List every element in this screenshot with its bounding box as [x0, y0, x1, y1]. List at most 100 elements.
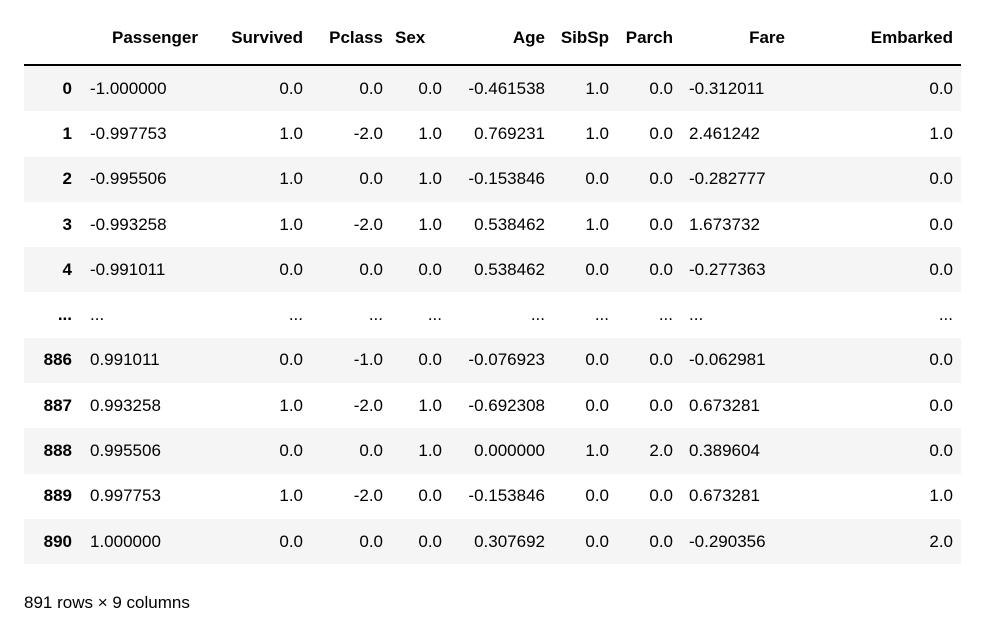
cell-passenger: -0.997753	[90, 123, 167, 143]
cell-sibsp: 1.0	[585, 123, 609, 143]
dataframe-shape-summary: 891 rows × 9 columns	[24, 593, 190, 612]
cell-fare: ...	[689, 305, 704, 325]
cell-sibsp: 0.0	[585, 259, 609, 279]
cell-survived: 1.0	[279, 123, 303, 143]
cell-survived: 0.0	[279, 350, 303, 370]
cell-parch: 2.0	[649, 441, 673, 461]
cell-survived: 1.0	[279, 395, 303, 415]
row-index: 0	[62, 78, 72, 98]
column-header-survived: Survived	[198, 12, 313, 66]
row-index: ...	[57, 305, 72, 325]
cell-parch: 0.0	[649, 486, 673, 506]
table-row: 886 0.991011 0.0 -1.0 0.0 -0.076923 0.0 0.0 -0.0…	[24, 337, 961, 384]
cell-survived: 0.0	[279, 531, 303, 551]
cell-pclass: -2.0	[353, 123, 383, 143]
cell-pclass: 0.0	[359, 259, 383, 279]
cell-embarked: 0.0	[929, 441, 953, 461]
cell-parch: 0.0	[649, 395, 673, 415]
cell-passenger: 0.995506	[90, 441, 161, 461]
column-header-sibsp: SibSp	[555, 12, 618, 66]
table-header-row: Passenger Survived Pclass Sex Age SibSp Parch F…	[24, 12, 961, 66]
cell-survived: 0.0	[279, 78, 303, 98]
cell-embarked: 0.0	[929, 350, 953, 370]
table-body: 0 -1.000000 0.0 0.0 0.0 -0.461538 1.0 0.0 -0.312…	[24, 65, 961, 565]
cell-age: ...	[530, 305, 545, 325]
cell-age: -0.692308	[468, 395, 545, 415]
cell-fare: -0.290356	[689, 531, 766, 551]
cell-fare: 2.461242	[689, 123, 760, 143]
table-row: 2 -0.995506 1.0 0.0 1.0 -0.153846 0.0 0.0 -0.282…	[24, 156, 961, 202]
row-index: 886	[43, 350, 72, 370]
cell-survived: 0.0	[279, 259, 303, 279]
cell-passenger: 0.991011	[90, 350, 160, 370]
cell-survived: 1.0	[279, 169, 303, 189]
cell-age: -0.076923	[468, 350, 545, 370]
column-header-embarked: Embarked	[793, 12, 961, 66]
cell-sex: 1.0	[418, 169, 442, 189]
cell-survived: 0.0	[279, 441, 303, 461]
cell-parch: 0.0	[649, 123, 673, 143]
cell-sibsp: 0.0	[585, 350, 609, 370]
cell-sibsp: 0.0	[585, 395, 609, 415]
cell-passenger: ...	[90, 305, 105, 325]
cell-sex: 0.0	[418, 78, 442, 98]
cell-embarked: 0.0	[929, 395, 953, 415]
cell-passenger: -1.000000	[90, 78, 167, 98]
cell-passenger: -0.995506	[90, 169, 167, 189]
cell-pclass: -2.0	[353, 214, 383, 234]
cell-fare: 0.389604	[689, 441, 760, 461]
cell-sibsp: 1.0	[585, 214, 609, 234]
cell-parch: 0.0	[649, 169, 673, 189]
row-index: 888	[43, 441, 72, 461]
row-index: 3	[62, 214, 72, 234]
column-header-parch: Parch	[618, 12, 682, 66]
cell-sibsp: 1.0	[585, 441, 609, 461]
cell-parch: ...	[658, 305, 673, 325]
column-header-pclass: Pclass	[313, 12, 393, 66]
cell-survived: 1.0	[279, 214, 303, 234]
cell-embarked: 0.0	[929, 169, 953, 189]
cell-embarked: 0.0	[929, 78, 953, 98]
cell-passenger: -0.991011	[90, 259, 166, 279]
cell-age: -0.461538	[468, 78, 545, 98]
cell-passenger: 0.997753	[90, 486, 161, 506]
cell-passenger: -0.993258	[90, 214, 167, 234]
cell-age: -0.153846	[468, 169, 545, 189]
cell-sibsp: 0.0	[585, 531, 609, 551]
row-index: 890	[43, 531, 72, 551]
table-row: 4 -0.991011 0.0 0.0 0.0 0.538462 0.0 0.0 -0.2773…	[24, 247, 961, 293]
cell-parch: 0.0	[649, 214, 673, 234]
cell-sex: 1.0	[418, 395, 442, 415]
cell-embarked: 2.0	[929, 531, 953, 551]
cell-sex: 0.0	[418, 259, 442, 279]
cell-sex: 0.0	[418, 486, 442, 506]
cell-fare: -0.277363	[689, 259, 766, 279]
cell-fare: 1.673732	[689, 214, 760, 234]
cell-passenger: 0.993258	[90, 395, 161, 415]
cell-age: 0.307692	[474, 531, 545, 551]
cell-parch: 0.0	[649, 78, 673, 98]
table-row: 889 0.997753 1.0 -2.0 0.0 -0.153846 0.0 0.0 0.67…	[24, 474, 961, 519]
row-index: 1	[62, 123, 72, 143]
table-row: ..............................	[24, 292, 961, 337]
cell-survived: ...	[288, 305, 303, 325]
cell-sex: ...	[427, 305, 442, 325]
cell-embarked: 0.0	[929, 259, 953, 279]
cell-age: 0.769231	[474, 123, 545, 143]
dataframe-table: Passenger Survived Pclass Sex Age SibSp Parch F…	[24, 12, 961, 565]
cell-pclass: -2.0	[353, 486, 383, 506]
cell-passenger: 1.000000	[90, 531, 161, 551]
cell-pclass: 0.0	[359, 78, 383, 98]
cell-pclass: -1.0	[353, 350, 383, 370]
cell-pclass: 0.0	[359, 169, 383, 189]
cell-age: 0.538462	[474, 214, 545, 234]
table-row: 0 -1.000000 0.0 0.0 0.0 -0.461538 1.0 0.0 -0.312…	[24, 65, 961, 112]
cell-embarked: 1.0	[929, 486, 953, 506]
cell-parch: 0.0	[649, 531, 673, 551]
cell-fare: -0.282777	[689, 169, 766, 189]
cell-sex: 1.0	[418, 441, 442, 461]
column-header-age: Age	[442, 12, 555, 66]
table-row: 3 -0.993258 1.0 -2.0 1.0 0.538462 1.0 0.0 1.6737…	[24, 202, 961, 247]
cell-sex: 0.0	[418, 531, 442, 551]
cell-parch: 0.0	[649, 259, 673, 279]
